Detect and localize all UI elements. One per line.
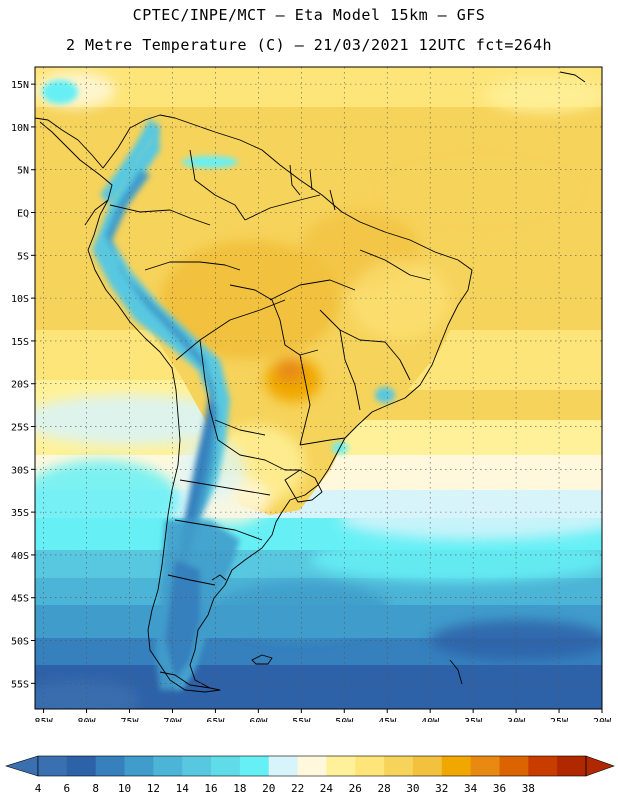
colorbar-swatch [211,756,241,776]
lat-tick-label: 30S [11,465,29,476]
graticule [35,67,602,709]
lon-tick-label: 80W [78,717,97,722]
colorbar-swatch [124,756,154,776]
map-title-line-2: 2 Metre Temperature (C) – 21/03/2021 12U… [65,36,553,54]
colorbar: 4 6 8 10 12 14 16 18 20 22 24 26 28 30 32 34 36 38 [4,755,615,795]
colorbar-swatch [528,756,558,776]
colorbar-swatch [355,756,385,776]
lon-tick-label: 30W [507,717,526,722]
colorbar-arrow-right [585,755,615,777]
lon-tick-label: 85W [35,717,54,722]
colorbar-label: 28 [377,782,390,795]
lon-tick-label: 20W [593,717,612,722]
colorbar-label: 24 [320,782,334,795]
lon-tick-label: 35W [464,717,483,722]
lat-tick-label: 45S [11,594,29,605]
colorbar-arrow-left [4,755,39,777]
latitude-axis: 15N 10N 5N EQ 5S 10S 15S 20S 25S 30S 35S 40S 45S 50S 5… [11,80,35,690]
colorbar-label: 8 [92,782,99,795]
colorbar-swatch [441,756,472,776]
colorbar-swatch [470,756,500,776]
lon-tick-label: 25W [550,717,569,722]
colorbar-label: 4 [35,782,42,795]
lat-tick-label: 50S [11,637,29,648]
colorbar-swatch [499,756,529,776]
colorbar-swatch [38,756,68,776]
lat-tick-label: 5S [17,251,29,262]
lat-tick-label: 40S [11,551,29,562]
colorbar-label: 38 [522,782,535,795]
lat-tick-label: 15N [11,80,29,91]
lat-tick-label: EQ [17,209,29,220]
colorbar-swatch [384,756,414,776]
colorbar-label: 18 [233,782,246,795]
lat-tick-label: 5N [17,166,29,177]
colorbar-label: 10 [118,782,131,795]
colorbar-swatch [412,756,443,776]
colorbar-label: 32 [435,782,448,795]
lon-tick-label: 75W [120,717,139,722]
lon-tick-label: 55W [292,717,311,722]
map-title-line-1: CPTEC/INPE/MCT – Eta Model 15km – GFS [132,6,486,24]
temperature-field [35,67,602,709]
colorbar-swatch [557,756,587,776]
lat-tick-label: 20S [11,380,29,391]
colorbar-label: 22 [291,782,304,795]
colorbar-label: 14 [176,782,190,795]
colorbar-swatch [182,756,212,776]
lat-tick-label: 15S [11,337,29,348]
colorbar-swatch [268,756,298,776]
colorbar-label: 20 [262,782,275,795]
colorbar-label: 36 [493,782,506,795]
colorbar-frame [37,755,587,777]
colorbar-label: 16 [204,782,217,795]
colorbar-swatch [153,756,183,776]
colorbar-swatches [4,755,615,777]
colorbar-swatch [326,756,356,776]
colorbar-label: 6 [64,782,71,795]
colorbar-swatch [297,756,327,776]
lon-tick-label: 45W [378,717,397,722]
colorbar-swatch [239,756,270,776]
colorbar-labels: 4 6 8 10 12 14 16 18 20 22 24 26 28 30 32 34 36 38 [35,782,535,795]
colorbar-label: 30 [406,782,419,795]
lon-tick-label: 65W [206,717,225,722]
colorbar-label: 12 [147,782,160,795]
lon-tick-label: 40W [421,717,440,722]
temperature-map: 85W 80W 75W 70W 65W 60W 55W 50W 45W 40W 35W 30W 25W 2… [11,66,612,722]
lat-tick-label: 55S [11,679,29,690]
lon-tick-label: 50W [335,717,354,722]
lon-tick-label: 60W [249,717,268,722]
colorbar-label: 34 [464,782,478,795]
longitude-axis: 85W 80W 75W 70W 65W 60W 55W 50W 45W 40W 35W 30W 25W 2… [35,709,612,722]
colorbar-swatch [95,756,125,776]
lat-tick-label: 35S [11,508,29,519]
lat-tick-label: 10N [11,123,29,134]
lat-tick-label: 25S [11,423,29,434]
colorbar-swatch [66,756,97,776]
colorbar-label: 26 [349,782,362,795]
lon-tick-label: 70W [163,717,182,722]
lat-tick-label: 10S [11,294,29,305]
map-frame [34,66,603,710]
